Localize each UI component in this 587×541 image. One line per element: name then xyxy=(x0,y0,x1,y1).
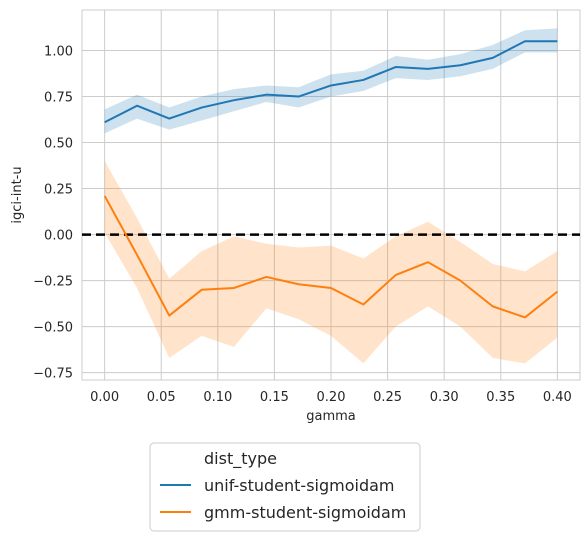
legend-label-gmm: gmm-student-sigmoidam xyxy=(204,503,406,522)
y-tick-label: 0.25 xyxy=(44,183,73,198)
x-tick-label: 0.40 xyxy=(543,390,572,405)
y-tick-label: 0.00 xyxy=(44,229,73,244)
y-tick-label: 1.00 xyxy=(44,44,73,59)
legend-label-unif: unif-student-sigmoidam xyxy=(204,476,395,495)
y-tick-label: 0.75 xyxy=(44,91,73,106)
x-tick-label: 0.35 xyxy=(486,390,515,405)
y-tick-labels: −0.75 −0.50 −0.25 0.00 0.25 0.50 0.75 1.00 xyxy=(33,44,73,381)
y-tick-label: −0.75 xyxy=(33,367,73,382)
legend-title: dist_type xyxy=(204,449,277,469)
y-tick-label: −0.25 xyxy=(33,275,73,290)
y-axis-label: igci-int-u xyxy=(10,166,25,223)
y-tick-label: −0.50 xyxy=(33,321,73,336)
x-tick-label: 0.10 xyxy=(203,390,232,405)
y-tick-label: 0.50 xyxy=(44,137,73,152)
x-tick-label: 0.30 xyxy=(430,390,459,405)
x-tick-label: 0.15 xyxy=(260,390,289,405)
x-axis-label: gamma xyxy=(306,409,356,424)
x-tick-label: 0.00 xyxy=(90,390,119,405)
legend: dist_type unif-student-sigmoidam gmm-stu… xyxy=(150,443,420,531)
x-tick-label: 0.05 xyxy=(147,390,176,405)
x-tick-labels: 0.00 0.05 0.10 0.15 0.20 0.25 0.30 0.35 0.40 xyxy=(90,390,572,405)
x-tick-label: 0.20 xyxy=(317,390,346,405)
x-tick-label: 0.25 xyxy=(373,390,402,405)
